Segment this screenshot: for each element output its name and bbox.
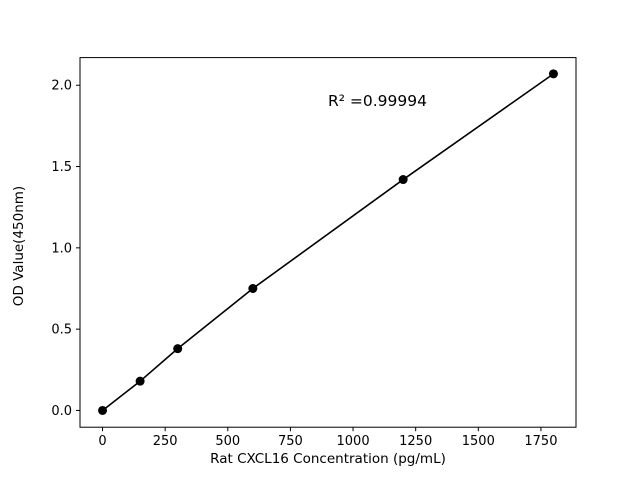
data-point bbox=[173, 344, 183, 354]
data-point bbox=[548, 69, 558, 79]
plot-border bbox=[79, 57, 577, 428]
data-point bbox=[135, 376, 145, 386]
r-squared-annotation: R² =0.99994 bbox=[328, 92, 427, 110]
data-point bbox=[98, 405, 108, 415]
y-axis-label: OD Value(450nm) bbox=[11, 186, 27, 306]
x-tick-label: 1250 bbox=[399, 434, 432, 449]
y-tick-label: 0.0 bbox=[51, 404, 72, 419]
plot-area: 0 250 500 750 1000 1250 1500 1750 0.0 0.5 1.0 1.5 2.… bbox=[51, 57, 577, 449]
x-tick-label: 1750 bbox=[524, 434, 557, 449]
data-point bbox=[248, 283, 258, 293]
data-point bbox=[398, 175, 408, 185]
x-tick-label: 0 bbox=[98, 434, 106, 449]
y-tick-label: 1.5 bbox=[51, 160, 72, 175]
x-tick-label: 250 bbox=[153, 434, 178, 449]
curve-line bbox=[102, 73, 554, 412]
y-tick-label: 0.5 bbox=[51, 323, 72, 338]
x-tick-label: 1000 bbox=[337, 434, 370, 449]
y-tick-label: 2.0 bbox=[51, 79, 72, 94]
x-axis-label: Rat CXCL16 Concentration (pg/mL) bbox=[210, 451, 446, 467]
x-tick-label: 500 bbox=[215, 434, 240, 449]
y-tick-label: 1.0 bbox=[51, 241, 72, 256]
x-tick-label: 750 bbox=[278, 434, 303, 449]
x-tick-label: 1500 bbox=[462, 434, 495, 449]
